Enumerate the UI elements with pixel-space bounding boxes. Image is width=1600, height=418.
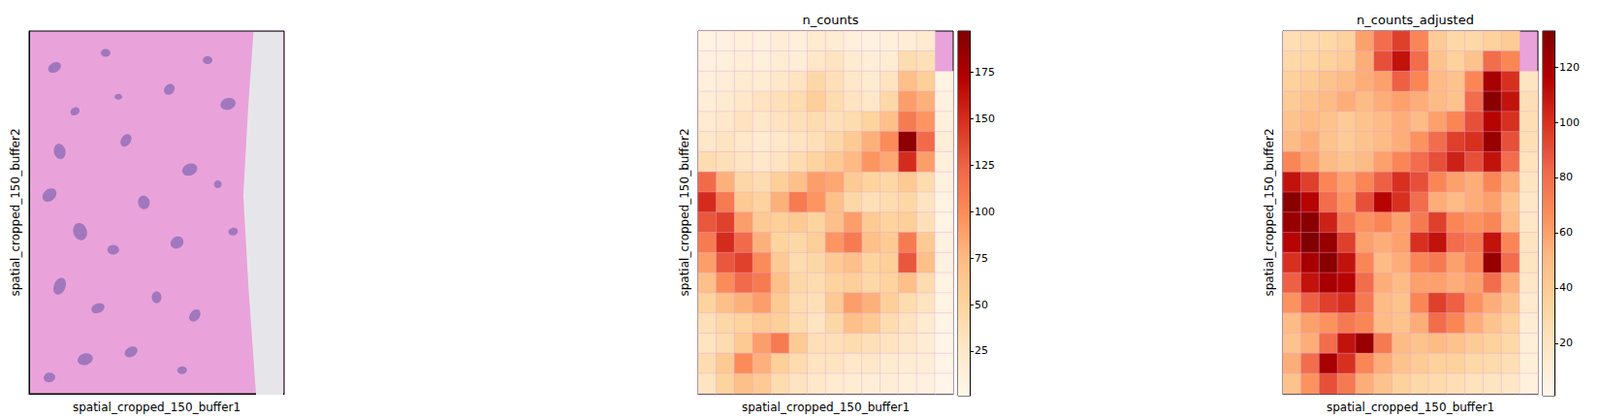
svg-text:25: 25 [974,344,989,357]
svg-text:40: 40 [1559,281,1573,294]
svg-text:spatial_cropped_150_buffer1: spatial_cropped_150_buffer1 [72,400,241,415]
svg-text:n_counts_adjusted: n_counts_adjusted [1356,12,1474,28]
svg-text:60: 60 [1559,225,1573,239]
svg-text:175: 175 [974,65,995,79]
svg-text:125: 125 [974,159,995,172]
svg-text:spatial_cropped_150_buffer2: spatial_cropped_150_buffer2 [1262,128,1277,296]
svg-text:150: 150 [974,112,995,126]
svg-text:20: 20 [1559,336,1573,350]
svg-text:100: 100 [1559,116,1580,129]
svg-text:spatial_cropped_150_buffer2: spatial_cropped_150_buffer2 [8,128,23,296]
svg-text:spatial_cropped_150_buffer2: spatial_cropped_150_buffer2 [677,128,692,296]
svg-text:100: 100 [974,205,995,219]
svg-text:80: 80 [1559,170,1573,184]
svg-text:50: 50 [974,298,989,312]
svg-text:spatial_cropped_150_buffer1: spatial_cropped_150_buffer1 [1326,400,1495,415]
svg-text:spatial_cropped_150_buffer1: spatial_cropped_150_buffer1 [741,400,910,415]
svg-text:120: 120 [1559,61,1580,74]
svg-text:75: 75 [974,252,989,265]
svg-text:n_counts: n_counts [801,12,859,28]
